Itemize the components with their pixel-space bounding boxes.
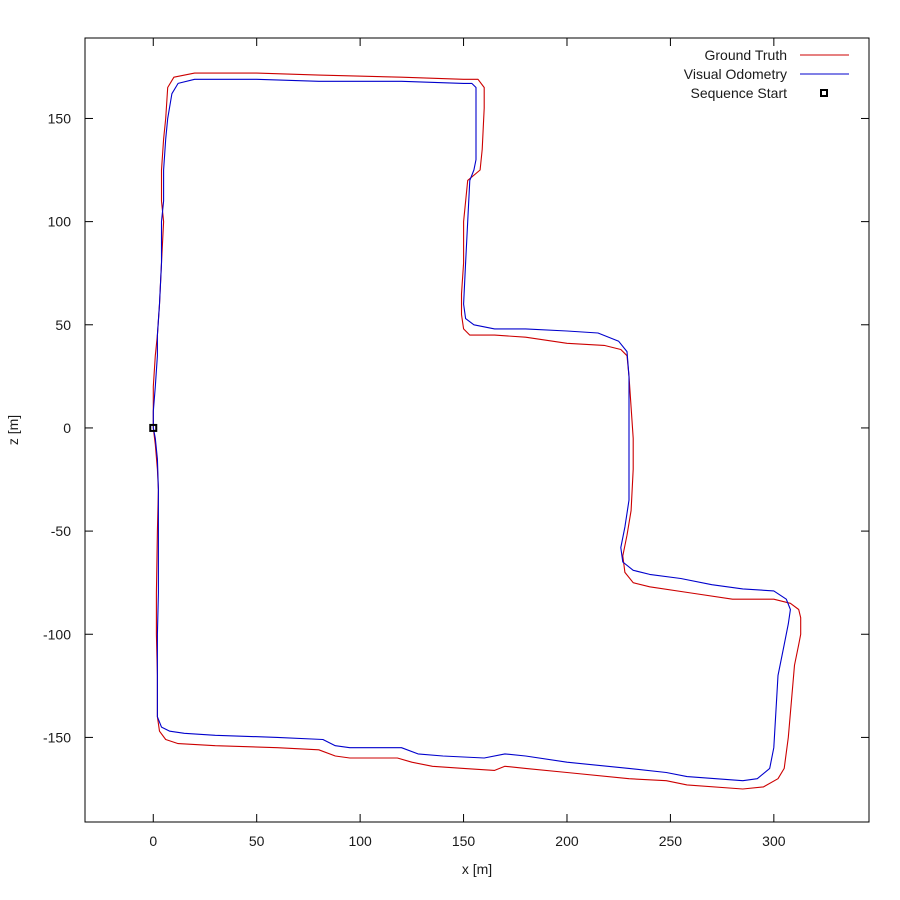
sequence-start-marker-0 xyxy=(149,423,158,432)
x-tick-label: 250 xyxy=(659,833,683,849)
x-tick-label: 150 xyxy=(452,833,476,849)
x-tick-label: 100 xyxy=(348,833,372,849)
x-axis-label: x [m] xyxy=(462,861,492,877)
plot-border xyxy=(84,37,870,823)
y-axis-ticks: -150 -100 -50 0 50 100 150 xyxy=(43,110,869,745)
visual-odometry-line xyxy=(152,78,791,782)
x-tick-label: 300 xyxy=(762,833,786,849)
x-tick-label: 200 xyxy=(555,833,579,849)
y-axis-label: z [m] xyxy=(5,415,21,445)
legend: Ground Truth Visual Odometry Sequence St… xyxy=(684,47,849,101)
x-axis-ticks: 0 50 100 150 200 250 300 xyxy=(149,38,786,849)
y-tick-label: 100 xyxy=(48,214,72,230)
plot-area xyxy=(149,72,802,790)
ground-truth-line xyxy=(152,72,802,790)
legend-swatch-sequence-start xyxy=(820,89,828,97)
y-tick-label: 150 xyxy=(48,110,72,126)
y-tick-label: 50 xyxy=(55,317,71,333)
legend-label-ground-truth: Ground Truth xyxy=(705,47,788,63)
legend-label-sequence-start: Sequence Start xyxy=(690,85,787,101)
x-tick-label: 50 xyxy=(249,833,265,849)
y-tick-label: -100 xyxy=(43,626,71,642)
y-tick-label: 0 xyxy=(63,420,71,436)
y-tick-label: -150 xyxy=(43,729,71,745)
legend-label-visual-odometry: Visual Odometry xyxy=(684,66,787,82)
plot-frame xyxy=(84,37,870,823)
x-tick-label: 0 xyxy=(149,833,157,849)
y-tick-label: -50 xyxy=(51,523,71,539)
